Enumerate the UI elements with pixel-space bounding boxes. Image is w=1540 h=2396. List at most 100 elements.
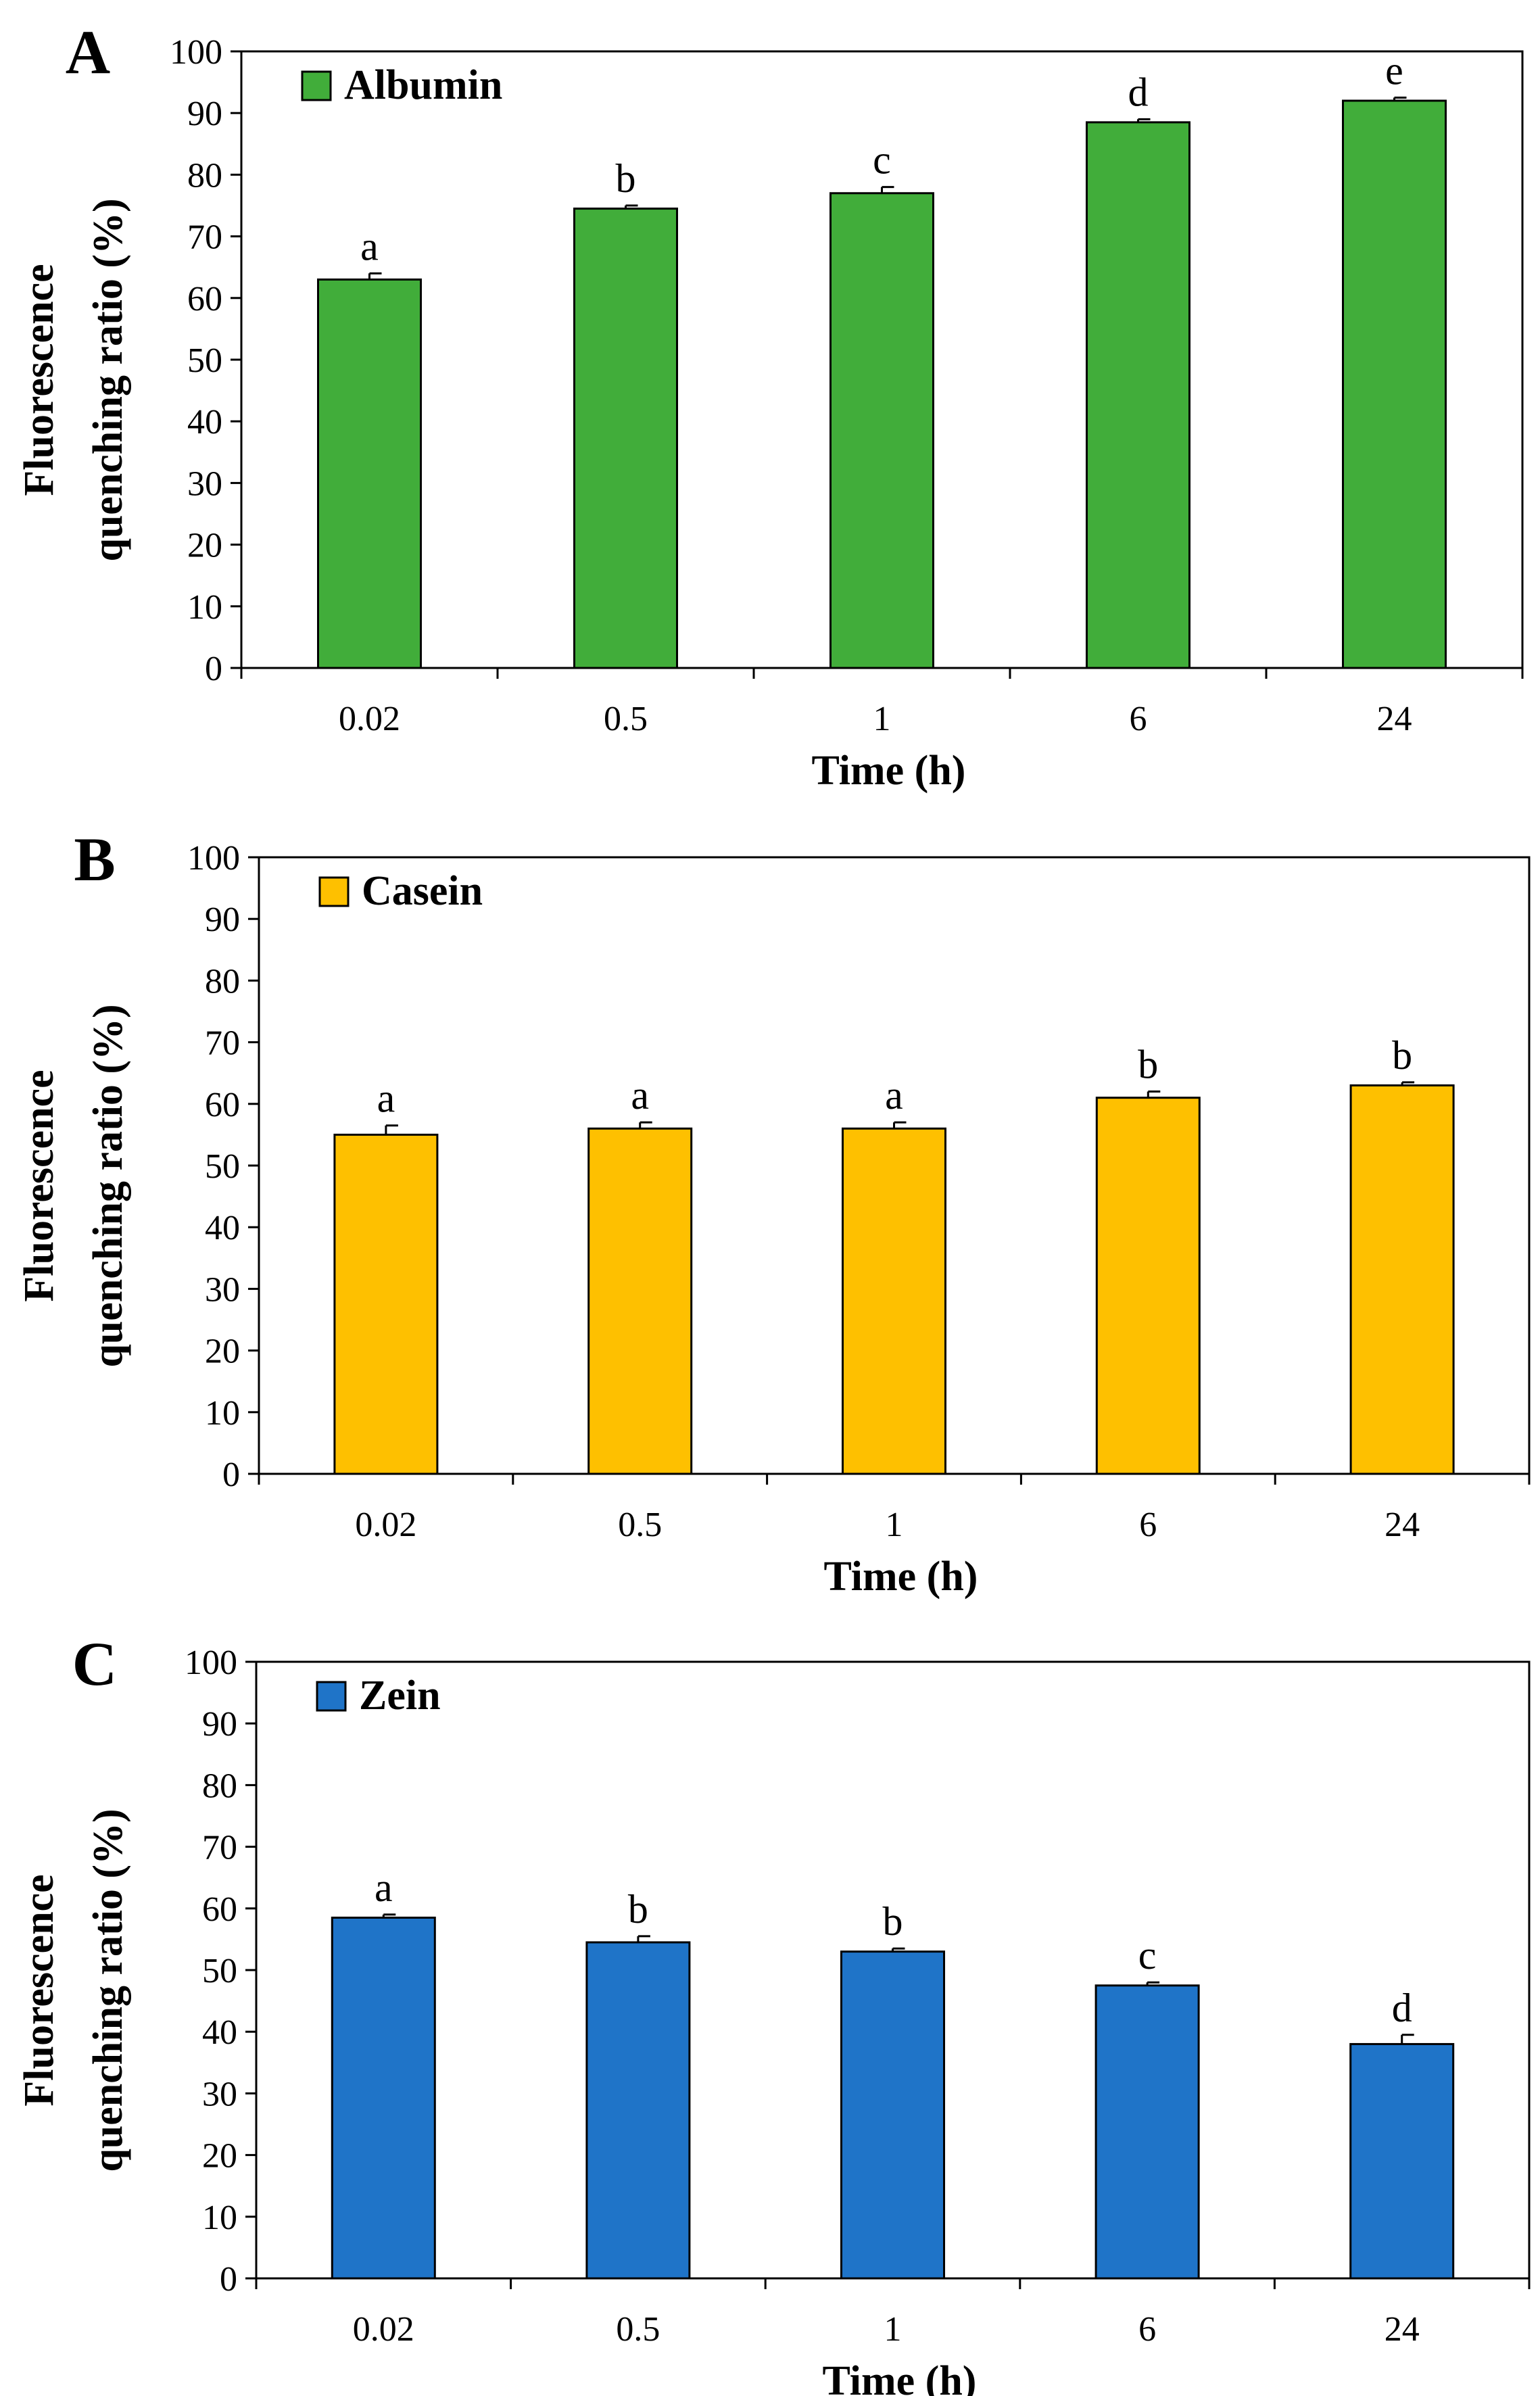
x-tick-label: 24 [1385,2310,1420,2349]
y-tick-label: 80 [187,156,222,195]
y-tick-label: 40 [202,2013,237,2052]
y-tick-label: 0 [205,650,222,688]
x-tick-label: 6 [1130,700,1147,738]
x-tick-label: 0.5 [618,1506,662,1544]
x-tick-label: 0.02 [353,2310,414,2349]
y-tick-label: 30 [187,464,222,503]
y-tick-label: 50 [187,341,222,380]
bar [829,192,934,669]
y-axis-title-line2: quenching ratio (%) [85,198,131,561]
y-axis-title-line2: quenching ratio (%) [85,1808,131,2172]
y-tick-label: 50 [205,1147,240,1186]
y-tick-label: 90 [202,1705,237,1744]
bar [1349,2042,1455,2280]
bar [587,1127,693,1475]
legend-swatch [316,1681,347,1712]
y-tick-label: 80 [202,1767,237,1805]
significance-letter: b [1138,1043,1158,1087]
x-tick-label: 6 [1138,2310,1156,2349]
significance-letter: a [885,1073,903,1118]
y-tick-label: 10 [187,588,222,627]
x-tick-label: 1 [886,1506,903,1544]
significance-letter: a [631,1073,649,1118]
y-tick-label: 100 [187,839,240,878]
significance-letter: c [873,138,891,183]
y-tick-label: 40 [187,403,222,441]
x-axis-title: Time (h) [812,748,966,794]
y-tick-label: 30 [202,2075,237,2113]
y-tick-label: 60 [187,280,222,318]
bar [840,1950,945,2280]
bar [1095,1097,1201,1475]
significance-letter: d [1128,70,1149,114]
x-tick-label: 1 [873,700,891,738]
bar [1349,1084,1455,1475]
significance-letter: a [377,1076,395,1121]
x-tick-label: 0.02 [355,1506,416,1544]
y-tick-label: 20 [202,2137,237,2176]
x-tick-label: 1 [884,2310,902,2349]
significance-letter: b [616,156,636,201]
x-axis-title: Time (h) [823,2358,977,2396]
y-axis-title-line2: quenching ratio (%) [85,1004,131,1367]
bar [585,1941,691,2280]
bar [1094,1984,1200,2280]
chart-panel-c: C 0 10 20 30 40 50 60 70 80 90 100 a 0.02 b 0.5 b 1 c 6 d 24 T… [16,1629,1531,2396]
bar [1086,121,1190,669]
significance-letter: b [1392,1033,1412,1078]
legend-swatch [301,70,332,101]
bar [842,1127,946,1475]
x-tick-label: 24 [1377,700,1412,738]
significance-letter: b [628,1887,648,1932]
y-tick-label: 10 [202,2199,237,2237]
x-tick-label: 6 [1139,1506,1157,1544]
y-tick-label: 30 [205,1270,240,1309]
significance-letter: e [1385,48,1403,93]
significance-letter: a [360,224,379,268]
y-tick-label: 40 [205,1209,240,1247]
x-tick-label: 0.5 [604,700,648,738]
y-tick-label: 0 [220,2260,237,2299]
significance-letter: d [1392,1986,1412,2030]
y-tick-label: 70 [205,1024,240,1063]
legend-label: Zein [359,1673,441,1719]
y-tick-label: 0 [222,1456,240,1494]
bar [331,1916,436,2280]
y-tick-label: 80 [205,962,240,1001]
y-tick-label: 100 [185,1644,237,1682]
panel-label: A [66,18,110,87]
panel-label: C [72,1629,117,1698]
significance-letter: c [1138,1933,1157,1978]
y-axis-title-line1: Fluorescence [16,1874,62,2106]
x-tick-label: 24 [1385,1506,1420,1544]
bar [1342,99,1447,669]
significance-letter: a [375,1865,393,1910]
y-tick-label: 100 [170,33,222,72]
y-tick-label: 60 [205,1086,240,1124]
y-tick-label: 50 [202,1952,237,1990]
bar [317,278,422,669]
y-axis-title-line1: Fluorescence [16,264,62,496]
y-tick-label: 60 [202,1890,237,1929]
legend-label: Albumin [344,62,502,108]
bar [333,1133,439,1475]
significance-letter: b [883,1899,903,1944]
legend-swatch [318,876,350,907]
chart-panel-a: A 0 10 20 30 40 50 60 70 80 90 100 a 0.02 b 0.5 c 1 d 6 e 24 T… [16,18,1524,794]
x-tick-label: 0.5 [616,2310,660,2349]
y-tick-label: 10 [205,1394,240,1433]
y-tick-label: 20 [187,527,222,565]
y-tick-label: 90 [187,95,222,133]
y-axis-title-line1: Fluorescence [16,1070,62,1301]
y-tick-label: 20 [205,1333,240,1371]
bar [573,208,678,669]
y-tick-label: 90 [205,901,240,939]
panel-label: B [74,825,115,894]
y-tick-label: 70 [187,218,222,257]
legend-label: Casein [362,868,483,914]
chart-panel-b: B 0 10 20 30 40 50 60 70 80 90 100 a 0.02 a 0.5 a 1 b 6 b 24 T… [16,825,1531,1600]
x-axis-title: Time (h) [824,1554,978,1600]
x-tick-label: 0.02 [339,700,400,738]
y-tick-label: 70 [202,1829,237,1867]
